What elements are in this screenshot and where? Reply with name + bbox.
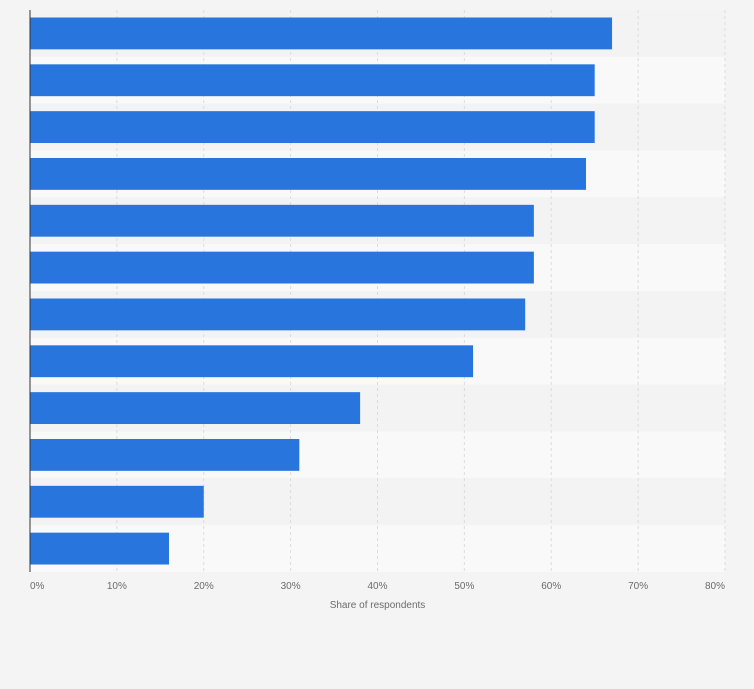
x-tick-label: 70% [628,581,648,592]
x-tick-label: 50% [454,581,474,592]
x-tick-label: 60% [541,581,561,592]
x-tick-label: 30% [281,581,301,592]
bar[interactable] [30,64,595,97]
x-tick-label: 80% [705,581,725,592]
bar[interactable] [30,204,534,237]
x-tick-labels: 0% 10% 20% 30% 40% 50% 60% 70% 80% [30,581,725,592]
x-tick-label: 0% [30,581,45,592]
bar[interactable] [30,438,300,471]
x-tick-label: 10% [107,581,127,592]
bar[interactable] [30,485,204,518]
bar[interactable] [30,532,169,565]
bar[interactable] [30,17,613,50]
bar[interactable] [30,392,361,425]
bars [30,17,613,565]
bar[interactable] [30,157,586,190]
x-axis-title: Share of respondents [330,600,426,611]
bar[interactable] [30,298,526,331]
x-tick-label: 20% [194,581,214,592]
bar[interactable] [30,111,595,144]
x-tick-label: 40% [367,581,387,592]
gridlines [116,10,726,572]
bar[interactable] [30,345,474,378]
bar[interactable] [30,251,534,284]
